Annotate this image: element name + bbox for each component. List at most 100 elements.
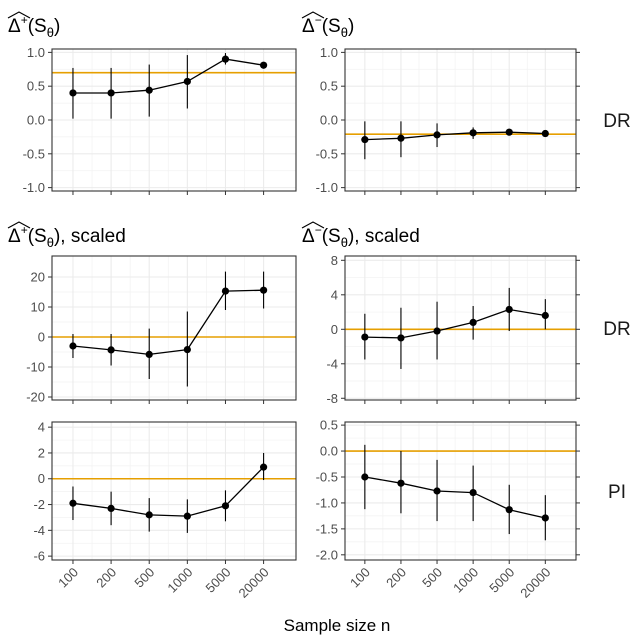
data-point	[397, 334, 405, 342]
panel-title: Δ+(Sθ)	[8, 13, 60, 40]
y-tick-label: -6	[33, 549, 45, 564]
x-tick-label: 200	[93, 565, 119, 591]
panel-border	[344, 255, 577, 401]
y-tick-label: -1.0	[316, 180, 338, 195]
data-point	[183, 346, 191, 354]
panel-border	[344, 421, 577, 561]
data-point	[541, 129, 549, 138]
y-tick-label: 1.0	[27, 45, 45, 60]
y-tick-label: -1.0	[23, 180, 45, 195]
y-tick-label: 0.0	[27, 113, 45, 128]
data-point	[69, 342, 77, 350]
y-tick-label: 0.5	[320, 79, 338, 94]
panel-6: -2.0 -1.5 -1.0 -0.5 0.0 0.5 100 200 500 1000 5000 2…	[316, 418, 626, 601]
hat-symbol	[7, 11, 31, 19]
data-point	[183, 512, 191, 520]
y-tick-label: 0	[38, 471, 45, 486]
series-line	[364, 131, 546, 141]
data-point	[69, 89, 77, 97]
series-line	[72, 289, 264, 356]
data-point	[145, 511, 153, 519]
x-tick-label: 1000	[450, 565, 481, 596]
y-tick-label: 8	[331, 253, 338, 268]
y-tick-label: 4	[38, 420, 45, 435]
panel-5: -6 -4 -2 0 2 4 100 200 500 1000 5000 20000	[33, 420, 297, 601]
data-point	[433, 327, 441, 335]
panels: -1.0 -0.5 0.0 0.5 1.0 Δ+(Sθ) -1.0 -0.5 0.0 0.5 1.0…	[7, 11, 631, 601]
series-line	[364, 476, 546, 519]
row-strip-label: DR	[603, 319, 630, 340]
x-tick-label: 1000	[164, 565, 195, 596]
x-tick-label: 5000	[203, 565, 234, 596]
data-point	[433, 487, 441, 495]
x-tick-label: 20000	[517, 565, 553, 601]
panel-title: Δ+(Sθ), scaled	[8, 223, 126, 250]
data-point	[221, 55, 230, 63]
hat-symbol	[301, 11, 325, 19]
y-tick-label: 0.0	[320, 444, 338, 459]
data-point	[505, 305, 513, 314]
x-tick-label: 500	[131, 565, 157, 591]
y-tick-label: -1.0	[316, 495, 338, 510]
data-point	[397, 479, 405, 487]
y-tick-label: 1.0	[320, 45, 338, 60]
data-point	[221, 502, 230, 510]
panel-4: -8 -4 0 4 8 Δ−(Sθ), scaled DR	[301, 221, 631, 406]
y-tick-label: 0.5	[27, 79, 45, 94]
series-line	[364, 308, 546, 339]
data-point	[541, 514, 549, 522]
x-tick-label: 20000	[236, 565, 272, 601]
y-tick-label: -2.0	[316, 547, 338, 562]
series-line	[72, 466, 265, 517]
panel-border	[51, 255, 297, 401]
hat-symbol	[301, 221, 325, 229]
y-tick-label: -2	[33, 497, 45, 512]
y-tick-label: -0.5	[316, 146, 338, 161]
y-tick-label: 10	[31, 300, 45, 315]
y-tick-label: 4	[331, 287, 338, 302]
data-point	[361, 473, 369, 481]
x-tick-label: 100	[347, 565, 373, 591]
y-tick-label: 0	[331, 322, 338, 337]
data-point	[361, 136, 369, 144]
data-point	[259, 286, 268, 294]
panel-title: Δ−(Sθ)	[302, 13, 354, 40]
y-tick-label: 0	[38, 330, 45, 345]
data-point	[433, 131, 441, 139]
data-point	[469, 318, 477, 326]
x-tick-label: 5000	[486, 565, 517, 596]
y-tick-label: -8	[326, 391, 338, 406]
panel-title: Δ−(Sθ), scaled	[302, 223, 420, 250]
data-point	[145, 86, 153, 94]
data-point	[469, 488, 477, 497]
data-point	[221, 287, 230, 295]
x-tick-label: 200	[383, 565, 409, 591]
row-strip-label: PI	[608, 482, 626, 503]
y-tick-label: -20	[26, 390, 45, 405]
data-point	[107, 346, 115, 354]
y-tick-label: -1.5	[316, 521, 338, 536]
panel-3: -20 -10 0 10 20 Δ+(Sθ), scaled	[7, 221, 297, 405]
data-point	[107, 504, 115, 513]
data-point	[107, 89, 115, 97]
series-line	[73, 58, 264, 94]
y-tick-label: 0.5	[320, 418, 338, 433]
y-tick-label: 2	[38, 445, 45, 460]
data-point	[541, 311, 549, 320]
y-tick-label: -4	[33, 523, 45, 538]
data-point	[469, 129, 477, 137]
y-tick-label: -0.5	[316, 469, 338, 484]
data-point	[361, 333, 369, 341]
y-tick-label: 0.0	[320, 113, 338, 128]
hat-symbol	[7, 221, 31, 229]
panel-border	[51, 421, 297, 561]
data-point	[397, 134, 405, 142]
panel-2: -1.0 -0.5 0.0 0.5 1.0 Δ−(Sθ) DR	[301, 11, 631, 195]
data-point	[259, 61, 268, 69]
data-point	[183, 77, 191, 86]
y-tick-label: -0.5	[23, 146, 45, 161]
panel-1: -1.0 -0.5 0.0 0.5 1.0 Δ+(Sθ)	[7, 11, 297, 195]
data-point	[259, 463, 268, 471]
x-tick-label: 100	[55, 565, 81, 591]
